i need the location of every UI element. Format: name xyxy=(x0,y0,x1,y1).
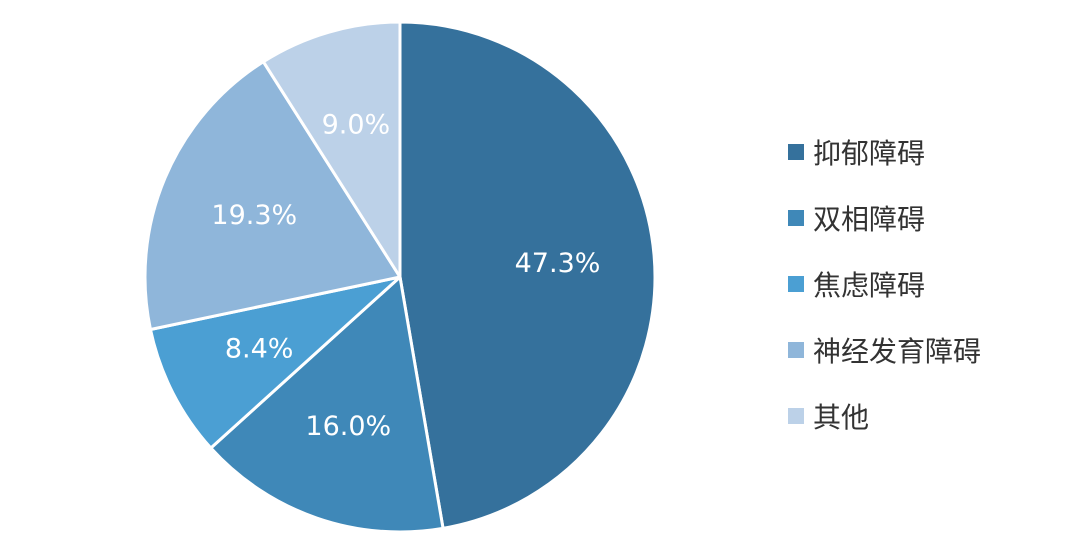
pie-slice-label: 8.4% xyxy=(225,333,294,364)
legend-swatch xyxy=(788,210,804,226)
legend-swatch xyxy=(788,408,804,424)
pie-slice-label: 9.0% xyxy=(322,110,391,141)
pie-slice xyxy=(398,20,657,530)
legend-label: 其他 xyxy=(813,401,870,434)
legend-item: 抑郁障碍 xyxy=(788,130,981,174)
pie-slice xyxy=(143,60,402,331)
legend-item: 焦虑障碍 xyxy=(788,262,981,306)
legend-label: 双相障碍 xyxy=(813,203,926,236)
legend-item: 双相障碍 xyxy=(788,196,981,240)
pie-slice xyxy=(148,275,402,450)
legend-label: 焦虑障碍 xyxy=(813,269,926,302)
pie-slice xyxy=(209,275,445,534)
legend-item: 其他 xyxy=(788,394,981,438)
legend-swatch xyxy=(788,276,804,292)
pie-slice-labels: 47.3% 16.0% 8.4% 19.3% 9.0% xyxy=(211,110,600,442)
pie-slice xyxy=(261,20,402,279)
pie-slice-label: 16.0% xyxy=(305,411,391,442)
legend-label: 抑郁障碍 xyxy=(813,137,926,170)
pie-slice-label: 47.3% xyxy=(515,248,601,279)
pie-slice-label: 19.3% xyxy=(211,200,297,231)
legend-swatch xyxy=(788,342,804,358)
legend-label: 神经发育障碍 xyxy=(813,335,982,368)
legend-swatch xyxy=(788,144,804,160)
pie-slices xyxy=(143,20,657,534)
legend-item: 神经发育障碍 xyxy=(788,328,981,372)
chart-legend: 抑郁障碍 双相障碍 焦虑障碍 神经发育障碍 其他 xyxy=(788,130,981,460)
